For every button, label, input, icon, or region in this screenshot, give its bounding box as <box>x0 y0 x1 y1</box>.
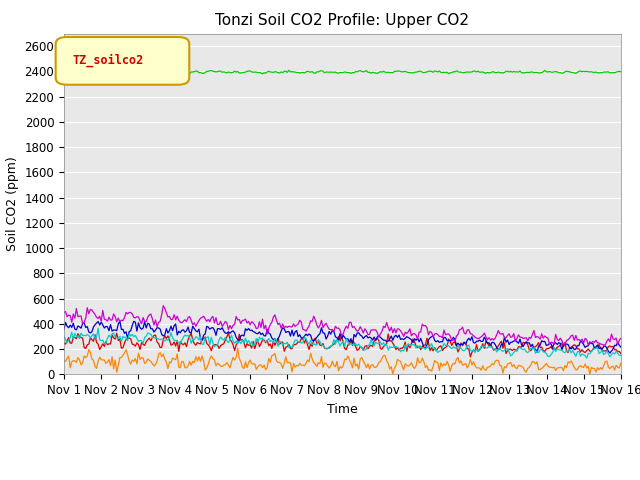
Tree -4cm <box>617 344 625 350</box>
Tree -2cm <box>255 362 263 368</box>
Open -2cm <box>617 351 625 357</box>
Open -2cm <box>225 330 232 336</box>
Tree2 - 4cm <box>305 323 313 329</box>
Tree2 - 4cm <box>588 340 595 346</box>
Open -4cm <box>129 69 136 75</box>
Tree2 -2cm <box>617 353 625 359</box>
Tree2 -2cm <box>583 355 591 361</box>
Tree -4cm <box>130 318 138 324</box>
Open -4cm <box>307 69 314 75</box>
Open -4cm <box>257 70 265 76</box>
Tree2 -2cm <box>60 334 68 339</box>
Tree2 - 4cm <box>228 326 236 332</box>
Open -4cm <box>589 69 596 75</box>
Tree -4cm <box>255 329 263 335</box>
Tree2 -2cm <box>130 334 138 339</box>
Open -2cm <box>60 340 68 346</box>
Tree2 -2cm <box>305 341 313 347</box>
Tree2 - 4cm <box>159 303 167 309</box>
Tree -2cm <box>617 360 625 366</box>
Open -2cm <box>228 338 236 344</box>
Tree -4cm <box>606 350 614 356</box>
Tree -4cm <box>588 341 595 347</box>
X-axis label: Time: Time <box>327 403 358 416</box>
Tree2 - 4cm <box>246 322 254 328</box>
Open -2cm <box>255 344 263 349</box>
Tree2 -2cm <box>94 325 102 331</box>
Open -2cm <box>467 354 474 360</box>
Tree -2cm <box>586 372 594 377</box>
Line: Open -2cm: Open -2cm <box>64 333 621 357</box>
Tree -2cm <box>129 357 136 363</box>
Tree -4cm <box>116 318 124 324</box>
Tree -4cm <box>228 329 236 335</box>
Tree -2cm <box>60 358 68 364</box>
Tree2 - 4cm <box>60 310 68 315</box>
Tree -2cm <box>226 365 234 371</box>
Line: Tree2 - 4cm: Tree2 - 4cm <box>64 306 621 345</box>
Title: Tonzi Soil CO2 Profile: Upper CO2: Tonzi Soil CO2 Profile: Upper CO2 <box>216 13 469 28</box>
Open -2cm <box>305 347 313 352</box>
Y-axis label: Soil CO2 (ppm): Soil CO2 (ppm) <box>6 156 19 252</box>
Tree -4cm <box>60 326 68 332</box>
Tree2 -2cm <box>228 332 236 338</box>
Open -4cm <box>161 71 169 77</box>
FancyBboxPatch shape <box>56 37 189 84</box>
Text: TZ_soilco2: TZ_soilco2 <box>72 53 143 67</box>
Tree2 - 4cm <box>129 311 136 317</box>
Tree2 -2cm <box>255 335 263 340</box>
Open -4cm <box>60 69 68 75</box>
Tree2 - 4cm <box>255 319 263 324</box>
Tree -2cm <box>305 359 313 364</box>
Open -4cm <box>248 69 255 75</box>
Tree -2cm <box>589 366 596 372</box>
Tree -4cm <box>246 328 254 334</box>
Tree -2cm <box>246 357 254 363</box>
Open -4cm <box>169 68 177 73</box>
Open -4cm <box>617 69 625 75</box>
Open -2cm <box>589 346 596 352</box>
Tree -2cm <box>234 345 241 351</box>
Open -4cm <box>229 70 237 75</box>
Line: Tree -4cm: Tree -4cm <box>64 321 621 353</box>
Tree2 - 4cm <box>600 342 607 348</box>
Tree2 -2cm <box>246 341 254 347</box>
Legend: Open -2cm, Tree -2cm, Open -4cm, Tree -4cm, Tree2 -2cm, Tree2 - 4cm: Open -2cm, Tree -2cm, Open -4cm, Tree -4… <box>78 475 607 480</box>
Tree2 - 4cm <box>617 336 625 341</box>
Open -2cm <box>246 342 254 348</box>
Line: Tree -2cm: Tree -2cm <box>64 348 621 374</box>
Line: Open -4cm: Open -4cm <box>64 71 621 74</box>
Tree2 -2cm <box>589 347 596 353</box>
Open -2cm <box>129 341 136 347</box>
Tree -4cm <box>305 331 313 337</box>
Line: Tree2 -2cm: Tree2 -2cm <box>64 328 621 358</box>
